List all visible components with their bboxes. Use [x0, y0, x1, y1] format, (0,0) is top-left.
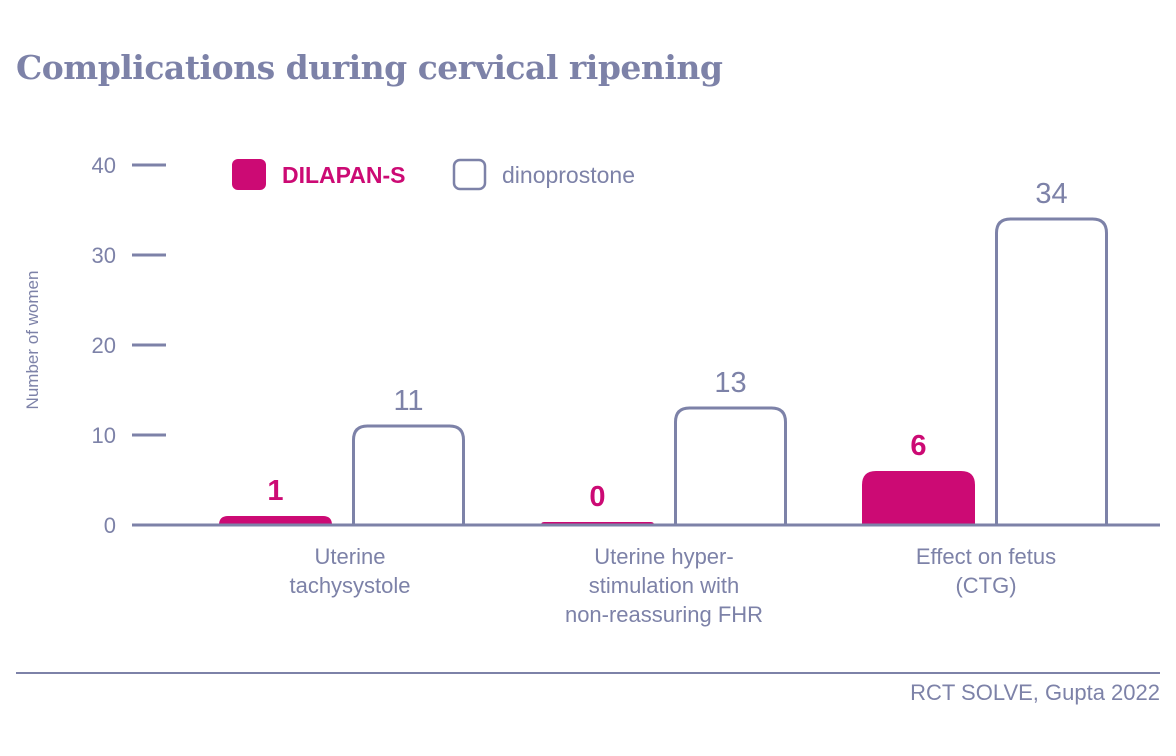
footer-divider [16, 672, 1160, 674]
bar-dilapan [862, 471, 975, 525]
bar-dilapan [219, 516, 332, 525]
legend-swatch-dinoprostone [452, 158, 487, 191]
legend-swatch-dilapan [232, 159, 266, 190]
y-tick-label: 0 [104, 513, 116, 538]
y-tick-label: 10 [92, 423, 116, 448]
y-tick-label: 40 [92, 153, 116, 178]
bar-dinoprostone [352, 424, 465, 525]
legend-label-dilapan: DILAPAN-S [282, 162, 406, 188]
bar-value-label: 1 [267, 475, 283, 507]
category-label: stimulation with [589, 573, 739, 598]
source-citation: RCT SOLVE, Gupta 2022 [910, 680, 1160, 705]
category-label: tachysystole [289, 573, 410, 598]
bar-dinoprostone [674, 406, 787, 525]
category-label: non-reassuring FHR [565, 602, 763, 627]
category-label: Uterine hyper- [594, 544, 733, 569]
bar-value-label: 11 [393, 385, 423, 417]
bar-value-label: 0 [589, 481, 605, 513]
y-tick-label: 20 [92, 333, 116, 358]
y-axis-ticks: 0 10 20 30 40 [92, 153, 166, 538]
x-axis-category-labels: Uterine tachysystole Uterine hyper-stimula… [289, 544, 1056, 627]
category-label: (CTG) [955, 573, 1016, 598]
bars: 1 0 6 11 13 34 [219, 178, 1108, 525]
y-axis-label: Number of women [23, 271, 42, 410]
chart-title: Complications during cervical ripening [16, 48, 723, 87]
bar-dinoprostone [995, 217, 1108, 525]
bar-value-label: 6 [910, 430, 926, 462]
y-tick-label: 30 [92, 243, 116, 268]
category-label: Effect on fetus [916, 544, 1056, 569]
legend-label-dinoprostone: dinoprostone [502, 162, 635, 188]
bar-value-label: 34 [1035, 178, 1067, 210]
bar-value-label: 13 [714, 367, 746, 399]
legend: DILAPAN-S dinoprostone [232, 158, 635, 191]
category-label: Uterine [315, 544, 386, 569]
